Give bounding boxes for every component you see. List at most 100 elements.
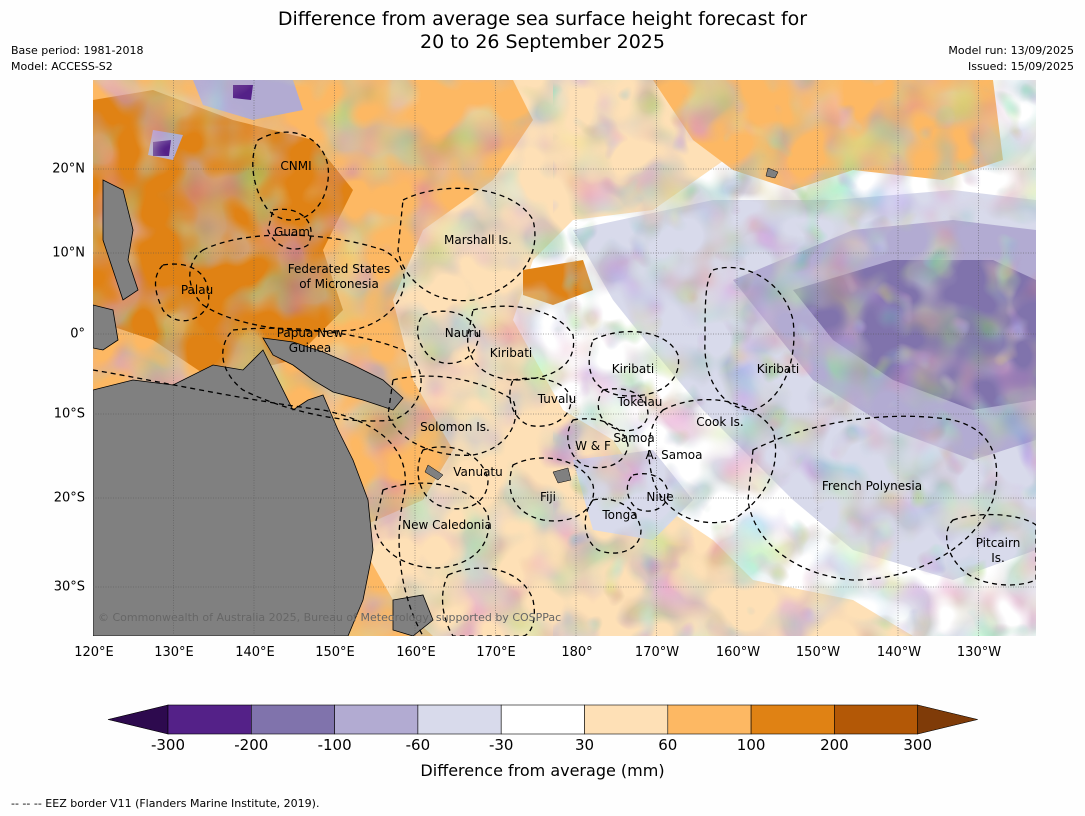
colorbar-tick-label: -300	[150, 736, 186, 754]
label-png-line2: Guinea	[289, 341, 332, 355]
eez-marshall	[397, 187, 536, 302]
base-period: Base period: 1981-2018	[11, 44, 144, 57]
label-kiribati-west: Kiribati	[490, 346, 532, 360]
label-cook-islands: Cook Is.	[696, 415, 743, 429]
copyright-notice: © Commonwealth of Australia 2025, Bureau…	[98, 611, 561, 624]
borneo-landmass	[93, 304, 119, 351]
colorbar-segment	[167, 704, 252, 735]
meta-right: Model run: 13/09/2025 Issued: 15/09/2025	[948, 43, 1074, 75]
eez-solomon	[387, 375, 517, 456]
eez-kiribati-phoenix	[588, 330, 680, 397]
colorbar-segment	[834, 704, 919, 735]
xtick-130E: 130°E	[154, 645, 194, 660]
colorbar-extend-low	[107, 704, 169, 735]
eez-niue	[626, 473, 669, 512]
issued-date: Issued: 15/09/2025	[967, 60, 1074, 73]
hawaii-landmass	[765, 167, 779, 179]
label-tonga: Tonga	[601, 508, 637, 522]
eez-kiribati-line	[704, 266, 795, 411]
eez-new-zealand	[441, 567, 535, 636]
xtick-150E: 150°E	[315, 645, 355, 660]
xtick-130W: 130°W	[956, 645, 1002, 660]
eez-french-polynesia	[747, 415, 998, 581]
xtick-140W: 140°W	[876, 645, 922, 660]
eez-cnmi	[252, 131, 329, 221]
fiji-landmass	[552, 467, 572, 484]
label-solomon-islands: Solomon Is.	[420, 420, 490, 434]
eez-fsm	[189, 234, 405, 332]
label-fsm-line1: Federated States	[288, 262, 390, 276]
eez-guam	[267, 208, 312, 250]
colorbar-segment	[334, 704, 419, 735]
label-fiji: Fiji	[540, 490, 556, 504]
model-run: Model run: 13/09/2025	[948, 44, 1074, 57]
label-png-line1: Papua New	[277, 326, 344, 340]
colorbar-segment	[251, 704, 335, 735]
colorbar-label: Difference from average (mm)	[420, 761, 665, 780]
title-line-1: Difference from average sea surface heig…	[277, 8, 808, 30]
new-guinea-landmass	[262, 337, 404, 411]
colorbar-tick-label: 300	[903, 736, 933, 754]
model-name: Model: ACCESS-S2	[11, 60, 113, 73]
label-kiribati-central: Kiribati	[612, 362, 654, 376]
anomaly-texture-2	[553, 80, 1036, 636]
label-pitcairn-line1: Pitcairn	[976, 536, 1021, 550]
new-caledonia-landmass	[424, 464, 444, 481]
label-fsm-line2: of Micronesia	[299, 277, 379, 291]
australia-landmass	[93, 349, 374, 636]
ytick-30S: 30°S	[53, 579, 85, 595]
eez-legend-note: -- -- -- EEZ border V11 (Flanders Marine…	[11, 797, 320, 810]
label-cnmi: CNMI	[280, 159, 311, 173]
sea-surface-height-map: CNMI Guam Marshall Is. Federated States …	[93, 80, 1036, 636]
label-nauru: Nauru	[445, 326, 481, 340]
label-marshall-islands: Marshall Is.	[444, 233, 512, 247]
label-palau: Palau	[181, 283, 213, 297]
eez-wallis-samoa	[567, 418, 629, 469]
colorbar-segment	[584, 704, 669, 735]
eez-tuvalu	[509, 377, 572, 427]
title-line-2: 20 to 26 September 2025	[420, 31, 665, 53]
colorbar-tick-label: -60	[405, 736, 431, 754]
colorbar	[107, 704, 978, 735]
xtick-170W: 170°W	[634, 645, 680, 660]
ytick-10S: 10°S	[53, 406, 85, 422]
eez-tokelau	[597, 388, 649, 432]
label-french-polynesia: French Polynesia	[822, 479, 922, 493]
colorbar-tick-label: 200	[820, 736, 849, 754]
label-guam: Guam	[274, 225, 310, 239]
colorbar-segment	[667, 704, 752, 735]
eez-png	[222, 327, 422, 422]
eez-pitcairn	[946, 513, 1036, 586]
region-labels: CNMI Guam Marshall Is. Federated States …	[181, 159, 1020, 565]
colorbar-extend-high	[917, 704, 978, 735]
xtick-140E: 140°E	[235, 645, 275, 660]
colorbar-tick-label: 60	[658, 736, 678, 754]
xtick-120E: 120°E	[74, 645, 114, 660]
eez-nauru	[416, 310, 479, 364]
label-american-samoa: A. Samoa	[646, 448, 703, 462]
colorbar-tick-label: -30	[488, 736, 514, 754]
xtick-160E: 160°E	[396, 645, 436, 660]
ytick-10N: 10°N	[52, 245, 85, 261]
label-new-caledonia: New Caledonia	[402, 518, 492, 532]
philippines-landmass	[102, 179, 139, 301]
xtick-160W: 160°W	[715, 645, 761, 660]
eez-tonga	[584, 498, 642, 554]
xtick-150W: 150°W	[795, 645, 841, 660]
xtick-180: 180°	[561, 645, 593, 660]
eez-fiji	[509, 457, 595, 522]
eez-australia	[93, 369, 424, 636]
label-samoa: Samoa	[613, 431, 654, 445]
eez-kiribati-gilbert	[467, 305, 575, 381]
eez-new-caledonia	[374, 482, 490, 569]
label-niue: Niue	[646, 490, 673, 504]
label-wallis-futuna: W & F	[575, 439, 611, 453]
label-kiribati-east: Kiribati	[757, 362, 799, 376]
graticule	[93, 80, 1036, 636]
colorbar-tick-label: 30	[574, 736, 595, 754]
colorbar-tick-label: -100	[317, 736, 352, 754]
label-tokelau: Tokelau	[617, 395, 663, 409]
colorbar-segment	[417, 704, 502, 735]
eez-vanuatu	[417, 446, 489, 510]
colorbar-segment	[750, 704, 835, 735]
